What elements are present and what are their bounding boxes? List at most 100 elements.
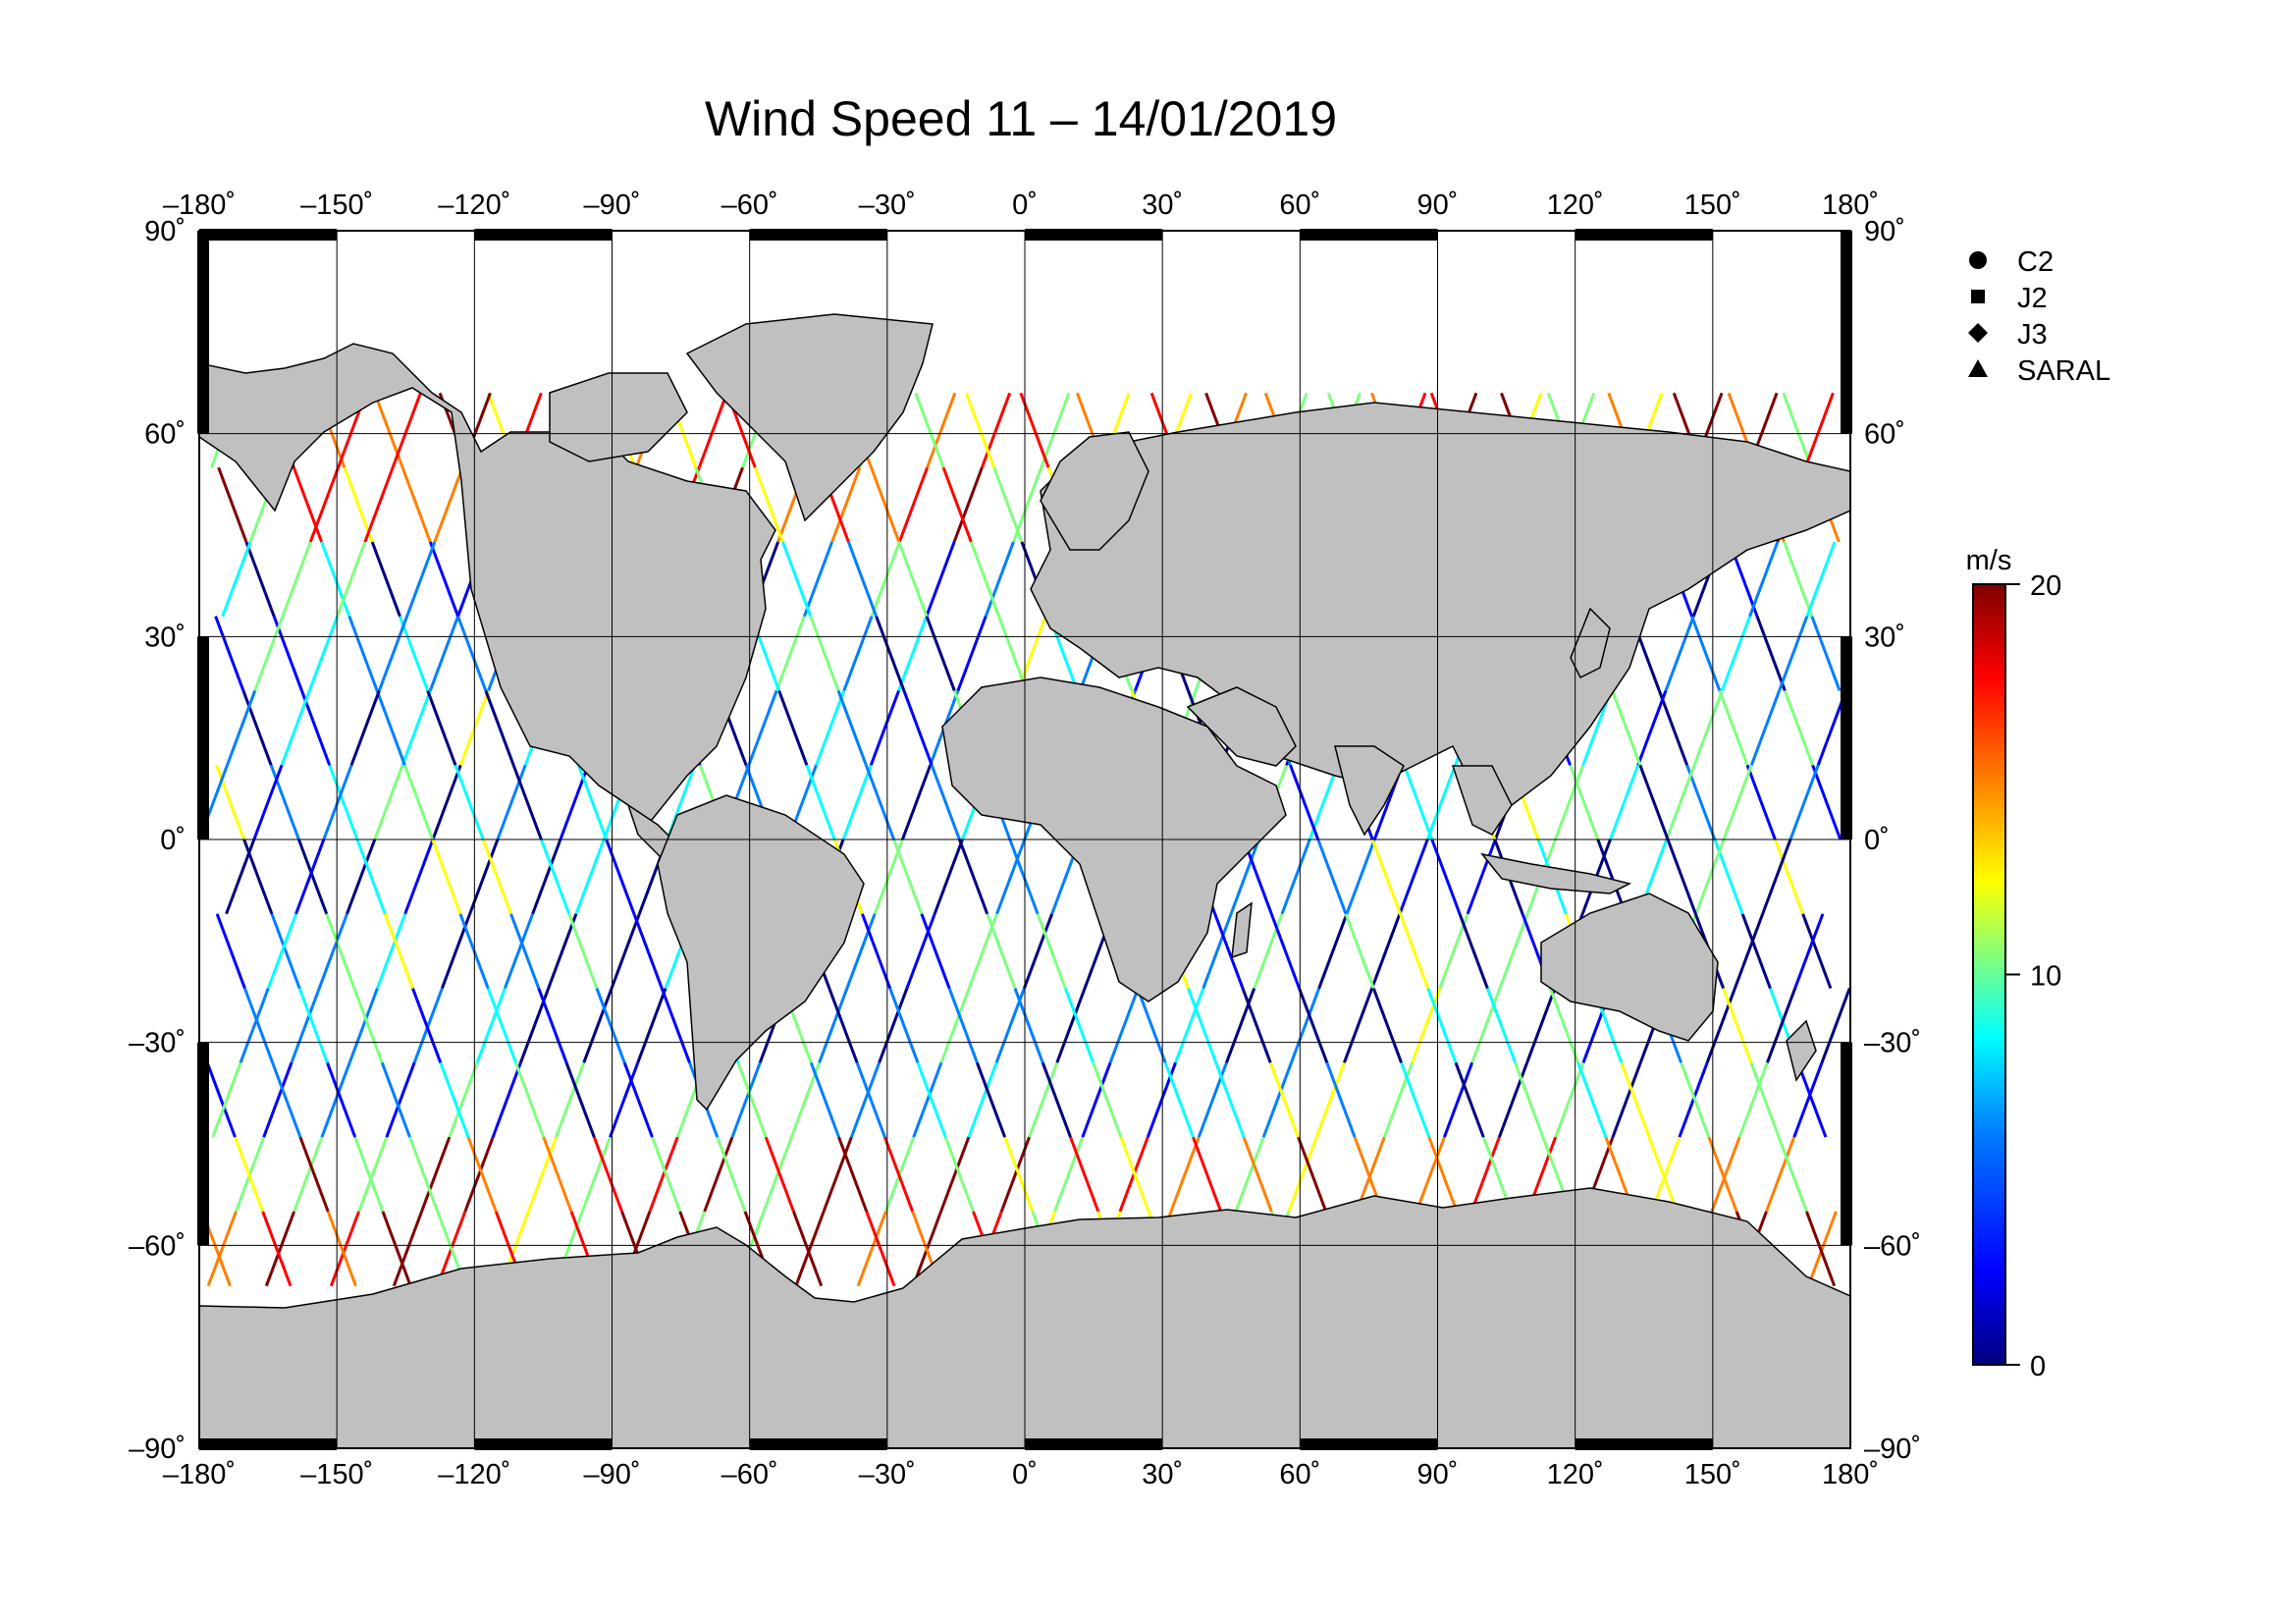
track-segment: [986, 913, 1017, 990]
track-segment: [1749, 689, 1781, 766]
track-segment: [399, 616, 430, 691]
track-segment: [408, 1136, 440, 1213]
track-segment: [567, 913, 599, 990]
track-segment: [1415, 1136, 1446, 1213]
track-segment: [1229, 839, 1260, 915]
lon-tick-labels-top: –180˚ –150˚ –120˚ –90˚ –60˚ –30˚ 0˚ 30˚ 60˚ 90˚ 12…: [163, 189, 1879, 221]
track-segment: [1136, 988, 1167, 1063]
track-segment: [648, 1136, 679, 1213]
triangle-icon: [1968, 359, 1988, 377]
track-segment: [381, 1211, 412, 1287]
track-segment: [439, 1061, 470, 1138]
track-segment: [1470, 988, 1502, 1063]
track-segment: [1325, 1061, 1357, 1138]
track-segment: [1019, 392, 1050, 468]
track-segment: [526, 1136, 558, 1213]
track-segment: [1680, 1061, 1711, 1138]
track-segment: [1092, 1061, 1123, 1138]
track-segment: [297, 988, 329, 1063]
track-segment: [1261, 1061, 1293, 1138]
track-segment: [1554, 764, 1585, 840]
track-segment: [897, 616, 929, 691]
diamond-icon: [1968, 323, 1988, 343]
colorbar-tick-label: 10: [2030, 961, 2061, 993]
lon-tick-label: 180˚: [1822, 189, 1879, 221]
track-segment: [486, 988, 517, 1063]
track-segment: [1036, 913, 1067, 990]
lon-tick-label: 90˚: [1417, 1459, 1459, 1490]
land-north-america: [199, 343, 776, 827]
track-segment: [1773, 839, 1805, 915]
track-segment: [822, 1136, 853, 1213]
track-segment: [864, 764, 895, 840]
track-segment: [1664, 616, 1695, 691]
track-segment: [280, 689, 311, 766]
track-segment: [861, 913, 892, 990]
track-segment: [454, 764, 485, 840]
track-segment: [1783, 541, 1814, 618]
lon-tick-label: 30˚: [1142, 1459, 1183, 1490]
track-segment: [1214, 1061, 1246, 1138]
lon-tick-label: –180˚: [163, 189, 236, 221]
lat-tick-labels-left: 90˚ 60˚ 30˚ 0˚ –30˚ –60˚ –90˚: [129, 216, 186, 1465]
track-segment: [431, 764, 462, 840]
lon-tick-labels-bottom: –180˚ –150˚ –120˚ –90˚ –60˚ –30˚ 0˚ 30˚ 60˚ 90˚ 12…: [163, 1459, 1879, 1490]
track-segment: [214, 764, 246, 840]
track-segment: [320, 541, 351, 618]
track-segment: [1187, 988, 1218, 1063]
track-segment: [809, 616, 840, 691]
track-segment: [403, 839, 435, 915]
track-segment: [595, 988, 626, 1063]
track-segment: [1063, 988, 1095, 1063]
track-segment: [308, 466, 340, 543]
track-segment: [878, 988, 909, 1063]
track-segment: [774, 616, 806, 691]
track-segment: [747, 689, 778, 766]
satellite-legend: C2 J2 J3 SARAL: [1968, 246, 2110, 387]
track-segment: [1458, 913, 1489, 990]
lat-tick-label: 60˚: [1864, 419, 1905, 451]
track-segment: [916, 1061, 947, 1138]
track-segment: [781, 541, 813, 618]
track-segment: [939, 988, 971, 1063]
lon-tick-label: –120˚: [438, 1459, 510, 1490]
track-segment: [1013, 988, 1044, 1063]
track-segment: [375, 689, 406, 766]
track-segment: [1242, 1136, 1273, 1213]
lon-tick-label: 180˚: [1822, 1459, 1879, 1490]
colorbar: m/s 20 10 0: [1966, 545, 2062, 1382]
track-segment: [322, 764, 353, 840]
lon-tick-label: 0˚: [1012, 1459, 1038, 1490]
track-segment: [1003, 1136, 1035, 1213]
land-scandinavia: [1040, 431, 1149, 551]
track-segment: [1803, 392, 1835, 468]
track-segment: [1705, 988, 1736, 1063]
lon-tick-label: 0˚: [1012, 189, 1038, 221]
track-segment: [475, 988, 507, 1063]
track-segment: [1297, 1136, 1328, 1213]
track-segment: [225, 839, 256, 915]
track-segment: [651, 1136, 682, 1213]
track-segment: [555, 1061, 586, 1138]
track-segment: [703, 1136, 734, 1213]
track-segment: [901, 764, 933, 840]
track-segment: [252, 764, 284, 840]
colorbar-ticks: 20 10 0: [2005, 570, 2061, 1382]
track-segment: [564, 1061, 596, 1138]
frame-stripe: [1841, 636, 1852, 839]
track-segment: [1805, 1211, 1837, 1287]
track-segment: [373, 764, 404, 840]
frame-stripe: [1575, 229, 1713, 241]
track-segment: [836, 689, 868, 766]
track-segment: [1370, 839, 1402, 915]
track-segment: [1454, 1061, 1485, 1138]
track-segment: [1023, 913, 1054, 990]
track-segment: [320, 1061, 351, 1138]
track-segment: [997, 616, 1029, 691]
track-segment: [1755, 616, 1787, 691]
track-segment: [400, 689, 432, 766]
lon-tick-label: –90˚: [583, 189, 640, 221]
track-segment: [1761, 839, 1792, 915]
lon-tick-label: –90˚: [583, 1459, 640, 1490]
frame-stripe: [199, 1438, 338, 1450]
